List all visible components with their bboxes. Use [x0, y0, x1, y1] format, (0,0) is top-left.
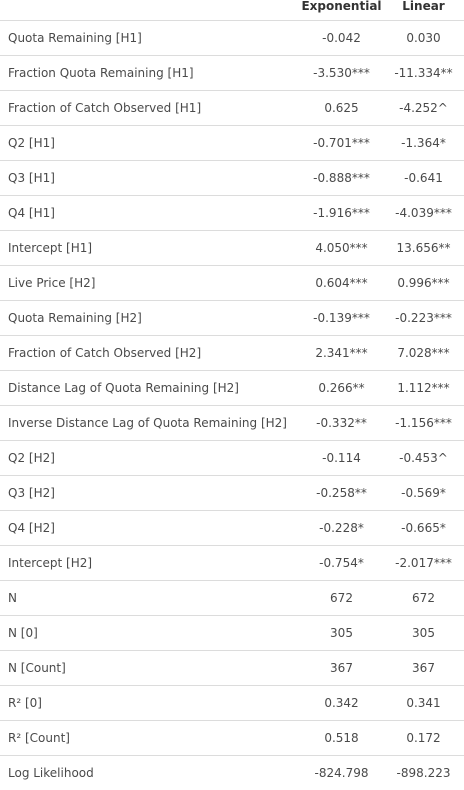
- linear-value: -1.156***: [383, 406, 464, 441]
- exponential-value: -1.916***: [300, 196, 383, 231]
- header-variable: [0, 0, 300, 21]
- row-label: Q3 [H1]: [0, 161, 300, 196]
- linear-value: 0.172: [383, 721, 464, 756]
- linear-value: 0.341: [383, 686, 464, 721]
- linear-value: -0.223***: [383, 301, 464, 336]
- table-row: Quota Remaining [H2]-0.139***-0.223***: [0, 301, 464, 336]
- exponential-value: -0.139***: [300, 301, 383, 336]
- table-row: Q2 [H1]-0.701***-1.364*: [0, 126, 464, 161]
- row-label: N [Count]: [0, 651, 300, 686]
- table-header: Exponential Linear: [0, 0, 464, 21]
- linear-value: -0.665*: [383, 511, 464, 546]
- linear-value: 7.028***: [383, 336, 464, 371]
- table-row: Intercept [H2]-0.754*-2.017***: [0, 546, 464, 581]
- header-row: Exponential Linear: [0, 0, 464, 21]
- exponential-value: 2.341***: [300, 336, 383, 371]
- row-label: Q2 [H1]: [0, 126, 300, 161]
- row-label: Quota Remaining [H1]: [0, 21, 300, 56]
- linear-value: -11.334**: [383, 56, 464, 91]
- row-label: Q2 [H2]: [0, 441, 300, 476]
- linear-value: -4.039***: [383, 196, 464, 231]
- table-row: Fraction of Catch Observed [H1]0.625-4.2…: [0, 91, 464, 126]
- linear-value: 672: [383, 581, 464, 616]
- row-label: Fraction of Catch Observed [H2]: [0, 336, 300, 371]
- exponential-value: 672: [300, 581, 383, 616]
- row-label: Inverse Distance Lag of Quota Remaining …: [0, 406, 300, 441]
- exponential-value: -0.228*: [300, 511, 383, 546]
- row-label: R² [0]: [0, 686, 300, 721]
- row-label: R² [Count]: [0, 721, 300, 756]
- table-row: Q3 [H1]-0.888***-0.641: [0, 161, 464, 196]
- row-label: Intercept [H1]: [0, 231, 300, 266]
- exponential-value: -0.888***: [300, 161, 383, 196]
- table-row: Q4 [H2]-0.228*-0.665*: [0, 511, 464, 546]
- exponential-value: 367: [300, 651, 383, 686]
- table-row: Q3 [H2]-0.258**-0.569*: [0, 476, 464, 511]
- row-label: Q3 [H2]: [0, 476, 300, 511]
- row-label: Q4 [H1]: [0, 196, 300, 231]
- exponential-value: 0.604***: [300, 266, 383, 301]
- exponential-value: -3.530***: [300, 56, 383, 91]
- header-linear: Linear: [383, 0, 464, 21]
- exponential-value: -0.114: [300, 441, 383, 476]
- table-row: Live Price [H2]0.604***0.996***: [0, 266, 464, 301]
- row-label: N [0]: [0, 616, 300, 651]
- exponential-value: 0.625: [300, 91, 383, 126]
- exponential-value: 305: [300, 616, 383, 651]
- row-label: Intercept [H2]: [0, 546, 300, 581]
- linear-value: -0.453^: [383, 441, 464, 476]
- exponential-value: 4.050***: [300, 231, 383, 266]
- linear-value: -0.569*: [383, 476, 464, 511]
- exponential-value: -0.754*: [300, 546, 383, 581]
- row-label: Q4 [H2]: [0, 511, 300, 546]
- header-exponential: Exponential: [300, 0, 383, 21]
- linear-value: 305: [383, 616, 464, 651]
- exponential-value: -0.701***: [300, 126, 383, 161]
- table-row: Fraction of Catch Observed [H2]2.341***7…: [0, 336, 464, 371]
- table-row: Intercept [H1]4.050***13.656**: [0, 231, 464, 266]
- exponential-value: -0.042: [300, 21, 383, 56]
- linear-value: 0.030: [383, 21, 464, 56]
- linear-value: 0.996***: [383, 266, 464, 301]
- row-label: Quota Remaining [H2]: [0, 301, 300, 336]
- table-row: Distance Lag of Quota Remaining [H2]0.26…: [0, 371, 464, 406]
- table-row: Q2 [H2]-0.114-0.453^: [0, 441, 464, 476]
- row-label: Distance Lag of Quota Remaining [H2]: [0, 371, 300, 406]
- table-row: Q4 [H1]-1.916***-4.039***: [0, 196, 464, 231]
- linear-value: 367: [383, 651, 464, 686]
- row-label: Fraction Quota Remaining [H1]: [0, 56, 300, 91]
- exponential-value: -0.258**: [300, 476, 383, 511]
- linear-value: -2.017***: [383, 546, 464, 581]
- linear-value: -4.252^: [383, 91, 464, 126]
- exponential-value: 0.342: [300, 686, 383, 721]
- linear-value: -1.364*: [383, 126, 464, 161]
- linear-value: 13.656**: [383, 231, 464, 266]
- linear-value: 1.112***: [383, 371, 464, 406]
- table-row: Fraction Quota Remaining [H1]-3.530***-1…: [0, 56, 464, 91]
- row-label: Live Price [H2]: [0, 266, 300, 301]
- exponential-value: 0.266**: [300, 371, 383, 406]
- linear-value: -0.641: [383, 161, 464, 196]
- exponential-value: -0.332**: [300, 406, 383, 441]
- exponential-value: 0.518: [300, 721, 383, 756]
- row-label: Fraction of Catch Observed [H1]: [0, 91, 300, 126]
- row-label: N: [0, 581, 300, 616]
- table-row: Inverse Distance Lag of Quota Remaining …: [0, 406, 464, 441]
